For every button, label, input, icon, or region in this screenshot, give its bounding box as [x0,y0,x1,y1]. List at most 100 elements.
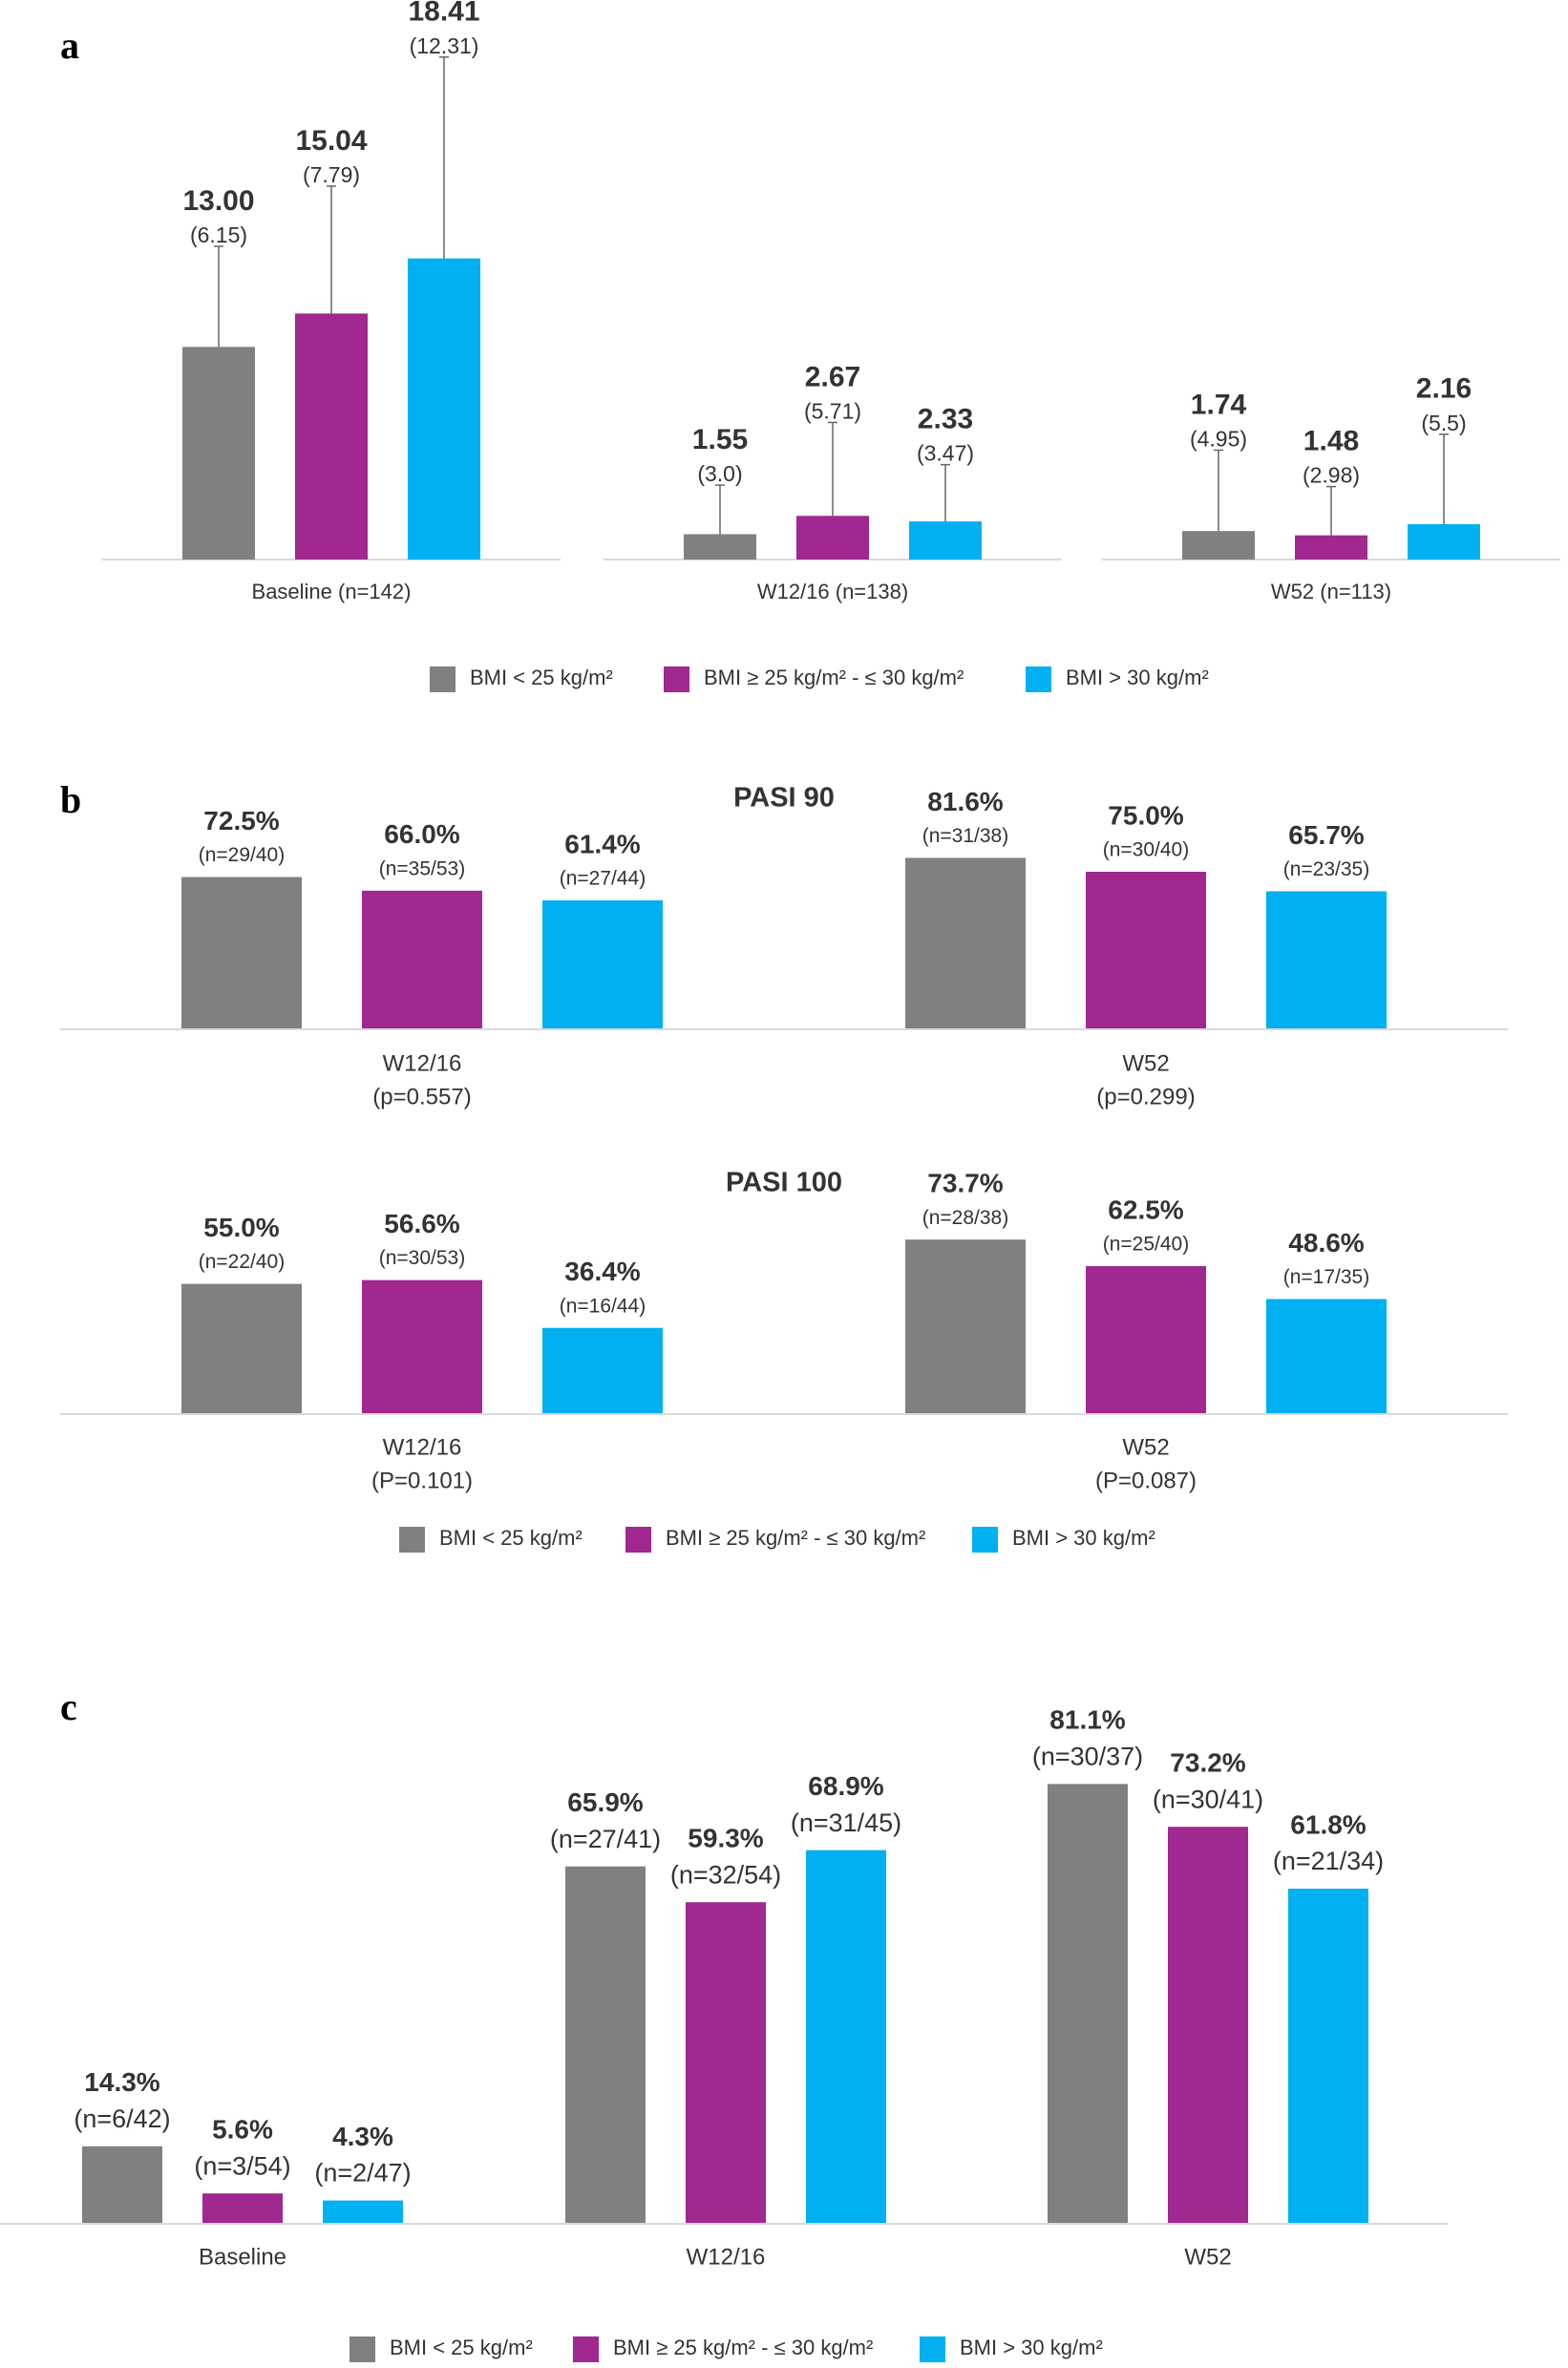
bar [182,347,255,560]
x-tick-label: W12/16 [383,1434,462,1460]
bar [1288,1888,1368,2224]
legend-label: BMI ≥ 25 kg/m² - ≤ 30 kg/m² [613,2336,873,2359]
error-label: (3.47) [917,441,974,466]
x-tick-note: (p=0.299) [1096,1084,1195,1110]
x-tick-label: W52 [1122,1050,1169,1076]
error-label: (12.31) [410,33,479,58]
n-label: (n=22/40) [199,1251,285,1273]
value-label: 66.0% [384,819,459,849]
panel-label: c [60,1685,77,1728]
bar [565,1866,646,2224]
x-tick-label: W12/16 [687,2244,766,2270]
n-label: (n=30/53) [379,1247,465,1269]
value-label: 81.1% [1049,1705,1125,1735]
legend-swatch [920,2336,945,2362]
value-label: 56.6% [384,1209,459,1238]
n-label: (n=2/47) [314,2159,411,2188]
legend-swatch [1026,666,1051,692]
n-label: (n=30/40) [1103,839,1189,861]
legend-label: BMI > 30 kg/m² [1066,666,1209,689]
n-label: (n=30/37) [1032,1742,1143,1770]
n-label: (n=27/41) [550,1825,661,1853]
bar [181,1283,302,1414]
n-label: (n=23/35) [1283,858,1369,880]
n-label: (n=30/41) [1153,1785,1263,1813]
value-label: 62.5% [1108,1195,1183,1224]
legend-label: BMI > 30 kg/m² [960,2336,1103,2359]
value-label: 48.6% [1288,1228,1364,1258]
legend-swatch [972,1527,998,1553]
value-label: 1.48 [1303,426,1359,457]
bar [796,516,869,560]
bar [1048,1784,1128,2224]
value-label: 59.3% [688,1824,763,1853]
n-label: (n=17/35) [1283,1266,1369,1288]
legend-label: BMI ≥ 25 kg/m² - ≤ 30 kg/m² [666,1526,925,1550]
value-label: 13.00 [182,185,254,217]
value-label: 1.74 [1191,389,1247,420]
x-tick-label: Baseline (n=142) [252,580,412,603]
value-label: 73.2% [1170,1748,1245,1778]
n-label: (n=25/40) [1103,1234,1189,1256]
n-label: (n=32/54) [670,1860,781,1889]
legend-label: BMI < 25 kg/m² [470,666,613,689]
value-label: 2.67 [805,361,860,392]
value-label: 18.41 [408,0,479,28]
bar [202,2193,283,2224]
value-label: 73.7% [927,1169,1003,1198]
bar [181,877,302,1029]
bar [362,890,482,1029]
n-label: (n=31/45) [791,1808,901,1837]
value-label: 14.3% [84,2067,159,2097]
value-label: 2.16 [1416,373,1472,405]
bar [1295,535,1367,560]
value-label: 36.4% [564,1257,640,1286]
bar [806,1850,886,2224]
legend-swatch [399,1527,425,1553]
bar [1182,531,1255,560]
bar [1086,872,1206,1029]
value-label: 1.55 [692,424,748,455]
value-label: 65.9% [567,1787,643,1817]
n-label: (n=27/44) [560,867,646,889]
bar [362,1279,482,1414]
bar [905,857,1026,1029]
n-label: (n=31/38) [922,825,1008,847]
panel-label: a [60,24,79,67]
n-label: (n=28/38) [922,1207,1008,1229]
x-tick-label: W12/16 [383,1050,462,1076]
bar [1086,1266,1206,1414]
n-label: (n=35/53) [379,857,465,879]
legend-label: BMI < 25 kg/m² [439,1526,583,1550]
legend-swatch [664,666,689,692]
value-label: 15.04 [295,125,367,157]
error-label: (6.15) [190,222,247,247]
n-label: (n=21/34) [1273,1847,1384,1875]
bar [686,1902,766,2224]
bar [408,258,480,560]
x-tick-label: W12/16 (n=138) [757,580,908,603]
bar [1266,891,1387,1029]
bar [1408,523,1480,560]
x-tick-note: (p=0.557) [372,1084,471,1110]
value-label: 72.5% [203,806,279,835]
value-label: 61.8% [1290,1809,1366,1839]
value-label: 61.4% [564,829,640,858]
x-tick-note: (P=0.087) [1095,1468,1197,1493]
value-label: 68.9% [808,1771,883,1801]
value-label: 81.6% [927,787,1003,816]
n-label: (n=3/54) [194,2151,290,2180]
n-label: (n=6/42) [74,2104,170,2133]
n-label: (n=29/40) [199,844,285,866]
legend-label: BMI > 30 kg/m² [1012,1526,1155,1550]
x-tick-note: (P=0.101) [371,1468,473,1493]
chart-title: PASI 100 [726,1168,842,1198]
bar [295,313,368,560]
error-label: (5.5) [1421,411,1466,435]
legend-label: BMI < 25 kg/m² [390,2336,533,2359]
legend-label: BMI ≥ 25 kg/m² - ≤ 30 kg/m² [704,666,964,689]
x-tick-label: W52 (n=113) [1271,580,1391,603]
legend-swatch [573,2336,599,2362]
error-label: (7.79) [303,162,360,187]
